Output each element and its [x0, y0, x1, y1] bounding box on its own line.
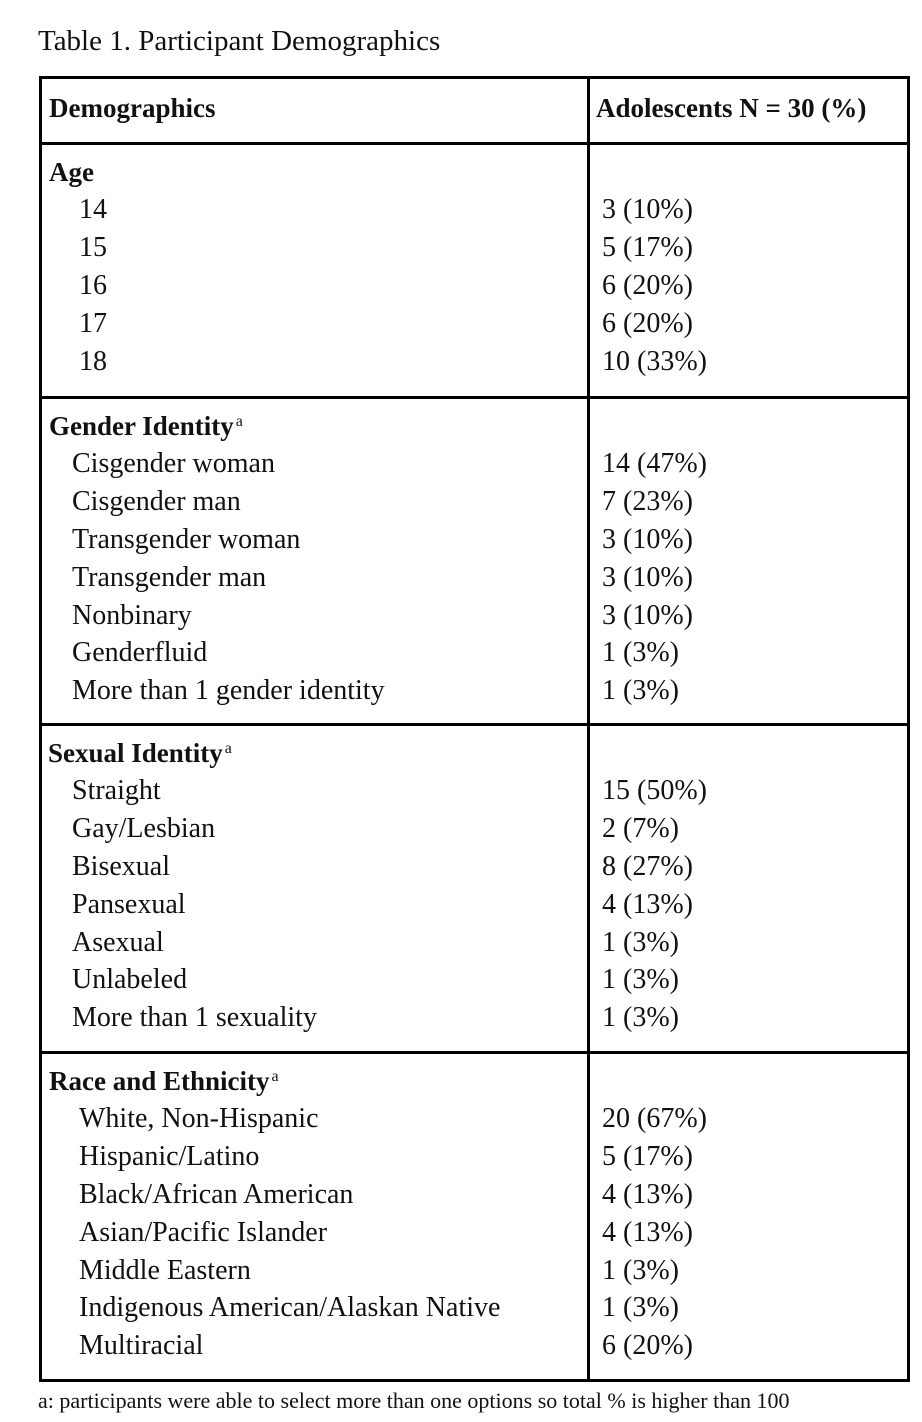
row-label: Unlabeled — [72, 964, 188, 996]
section-race-ethnicity: Race and Ethnicity a White, Non-Hispanic 2… — [42, 1054, 907, 1379]
row-label: 16 — [79, 269, 107, 301]
row-value: 14 (47%) — [602, 448, 707, 479]
row-label: Asian/Pacific Islander — [79, 1216, 328, 1248]
section-title: Gender Identity a — [49, 411, 243, 441]
table-row: Bisexual 8 (27%) — [42, 848, 907, 886]
row-value: 8 (27%) — [602, 850, 693, 882]
table-footnote: a: participants were able to select more… — [38, 1388, 790, 1413]
row-value: 3 (10%) — [602, 561, 693, 593]
row-label: Genderfluid — [72, 637, 208, 669]
row-label: Middle Eastern — [79, 1254, 251, 1286]
row-value: 7 (23%) — [602, 485, 693, 517]
section-sexual-identity: Sexual Identity a Straight 15 (50%) Gay/Le… — [42, 726, 907, 1051]
row-label: Transgender man — [72, 561, 267, 593]
table-row: Asian/Pacific Islander 4 (13%) — [42, 1214, 907, 1252]
section-age: Age 14 3 (10%) 15 5 (17%) 16 6 (20%) 17 6 (2… — [42, 145, 907, 396]
row-value: 10 (33%) — [602, 345, 707, 377]
row-label: 18 — [79, 345, 107, 377]
table-row: White, Non-Hispanic 20 (67%) — [42, 1100, 907, 1138]
row-label: Hispanic/Latino — [79, 1140, 260, 1172]
section-divider — [42, 396, 907, 399]
row-label: Bisexual — [72, 850, 170, 882]
table-row: 15 5 (17%) — [42, 229, 907, 267]
header-demographics: Demographics — [49, 93, 216, 123]
table-row: Cisgender woman 14 (47%) — [42, 445, 907, 483]
row-value: 1 (3%) — [602, 926, 679, 958]
table-row: Nonbinary 3 (10%) — [42, 597, 907, 635]
row-value: 6 (20%) — [602, 307, 693, 339]
row-label: 17 — [79, 307, 107, 339]
row-label: Indigenous American/Alaskan Native — [79, 1292, 501, 1324]
table-row: Multiracial 6 (20%) — [42, 1327, 907, 1365]
row-value: 1 (3%) — [602, 1254, 679, 1286]
demographics-table: Demographics Adolescents N = 30 (%) Age … — [39, 76, 910, 1382]
table-row: Genderfluid 1 (3%) — [42, 634, 907, 672]
table-row: Transgender man 3 (10%) — [42, 559, 907, 597]
table-row: Straight 15 (50%) — [42, 772, 907, 810]
header-divider — [42, 142, 907, 145]
row-value: 5 (17%) — [602, 1140, 693, 1172]
row-label: 15 — [79, 231, 107, 263]
row-label: Straight — [72, 775, 161, 806]
table-row: 14 3 (10%) — [42, 191, 907, 229]
row-label: Transgender woman — [72, 523, 301, 555]
table-row: Middle Eastern 1 (3%) — [42, 1252, 907, 1290]
row-label: More than 1 sexuality — [72, 1002, 317, 1034]
row-value: 1 (3%) — [602, 1292, 679, 1324]
table-caption: Table 1. Participant Demographics — [38, 25, 441, 57]
table-row: Transgender woman 3 (10%) — [42, 521, 907, 559]
section-title: Race and Ethnicity a — [49, 1066, 279, 1096]
table-row: Unlabeled 1 (3%) — [42, 961, 907, 999]
header-adolescents: Adolescents N = 30 (%) — [596, 93, 867, 123]
row-label: White, Non-Hispanic — [79, 1103, 319, 1134]
table-row: Hispanic/Latino 5 (17%) — [42, 1138, 907, 1176]
row-value: 3 (10%) — [602, 599, 693, 631]
row-value: 6 (20%) — [602, 269, 693, 301]
row-value: 1 (3%) — [602, 964, 679, 996]
row-label: Gay/Lesbian — [72, 812, 216, 844]
row-label: Asexual — [72, 926, 164, 958]
footnote-marker: a — [224, 740, 232, 757]
row-value: 4 (13%) — [602, 888, 693, 920]
row-value: 5 (17%) — [602, 231, 693, 263]
row-value: 2 (7%) — [602, 812, 679, 844]
table-row: 17 6 (20%) — [42, 305, 907, 343]
section-divider — [42, 723, 907, 726]
table-row: Pansexual 4 (13%) — [42, 886, 907, 924]
table-row: 18 10 (33%) — [42, 343, 907, 381]
table-row: 16 6 (20%) — [42, 267, 907, 305]
row-value: 15 (50%) — [602, 775, 707, 806]
column-divider — [587, 79, 590, 1379]
row-label: More than 1 gender identity — [72, 675, 385, 707]
section-title: Sexual Identity a — [48, 738, 232, 768]
row-value: 3 (10%) — [602, 194, 693, 225]
row-label: Multiracial — [79, 1330, 204, 1362]
row-label: Pansexual — [72, 888, 186, 920]
table-row: More than 1 gender identity 1 (3%) — [42, 672, 907, 710]
row-value: 1 (3%) — [602, 637, 679, 669]
row-label: Cisgender man — [72, 485, 241, 517]
table-row: Black/African American 4 (13%) — [42, 1176, 907, 1214]
row-value: 3 (10%) — [602, 523, 693, 555]
section-divider — [42, 1051, 907, 1054]
footnote-marker: a — [235, 413, 243, 430]
row-value: 4 (13%) — [602, 1178, 693, 1210]
row-value: 4 (13%) — [602, 1216, 693, 1248]
row-label: Black/African American — [79, 1178, 354, 1210]
row-value: 1 (3%) — [602, 675, 679, 707]
row-value: 20 (67%) — [602, 1103, 707, 1134]
row-label: Cisgender woman — [72, 448, 275, 479]
row-label: Nonbinary — [72, 599, 192, 631]
row-value: 6 (20%) — [602, 1330, 693, 1362]
table-row: Indigenous American/Alaskan Native 1 (3%) — [42, 1289, 907, 1327]
section-title: Age — [49, 157, 94, 187]
table-row: Cisgender man 7 (23%) — [42, 483, 907, 521]
row-label: 14 — [79, 194, 107, 225]
footnote-marker: a — [271, 1068, 279, 1085]
table-row: Gay/Lesbian 2 (7%) — [42, 810, 907, 848]
row-value: 1 (3%) — [602, 1002, 679, 1034]
section-gender-identity: Gender Identity a Cisgender woman 14 (47%)… — [42, 399, 907, 723]
table-row: More than 1 sexuality 1 (3%) — [42, 999, 907, 1037]
table-row: Asexual 1 (3%) — [42, 924, 907, 962]
